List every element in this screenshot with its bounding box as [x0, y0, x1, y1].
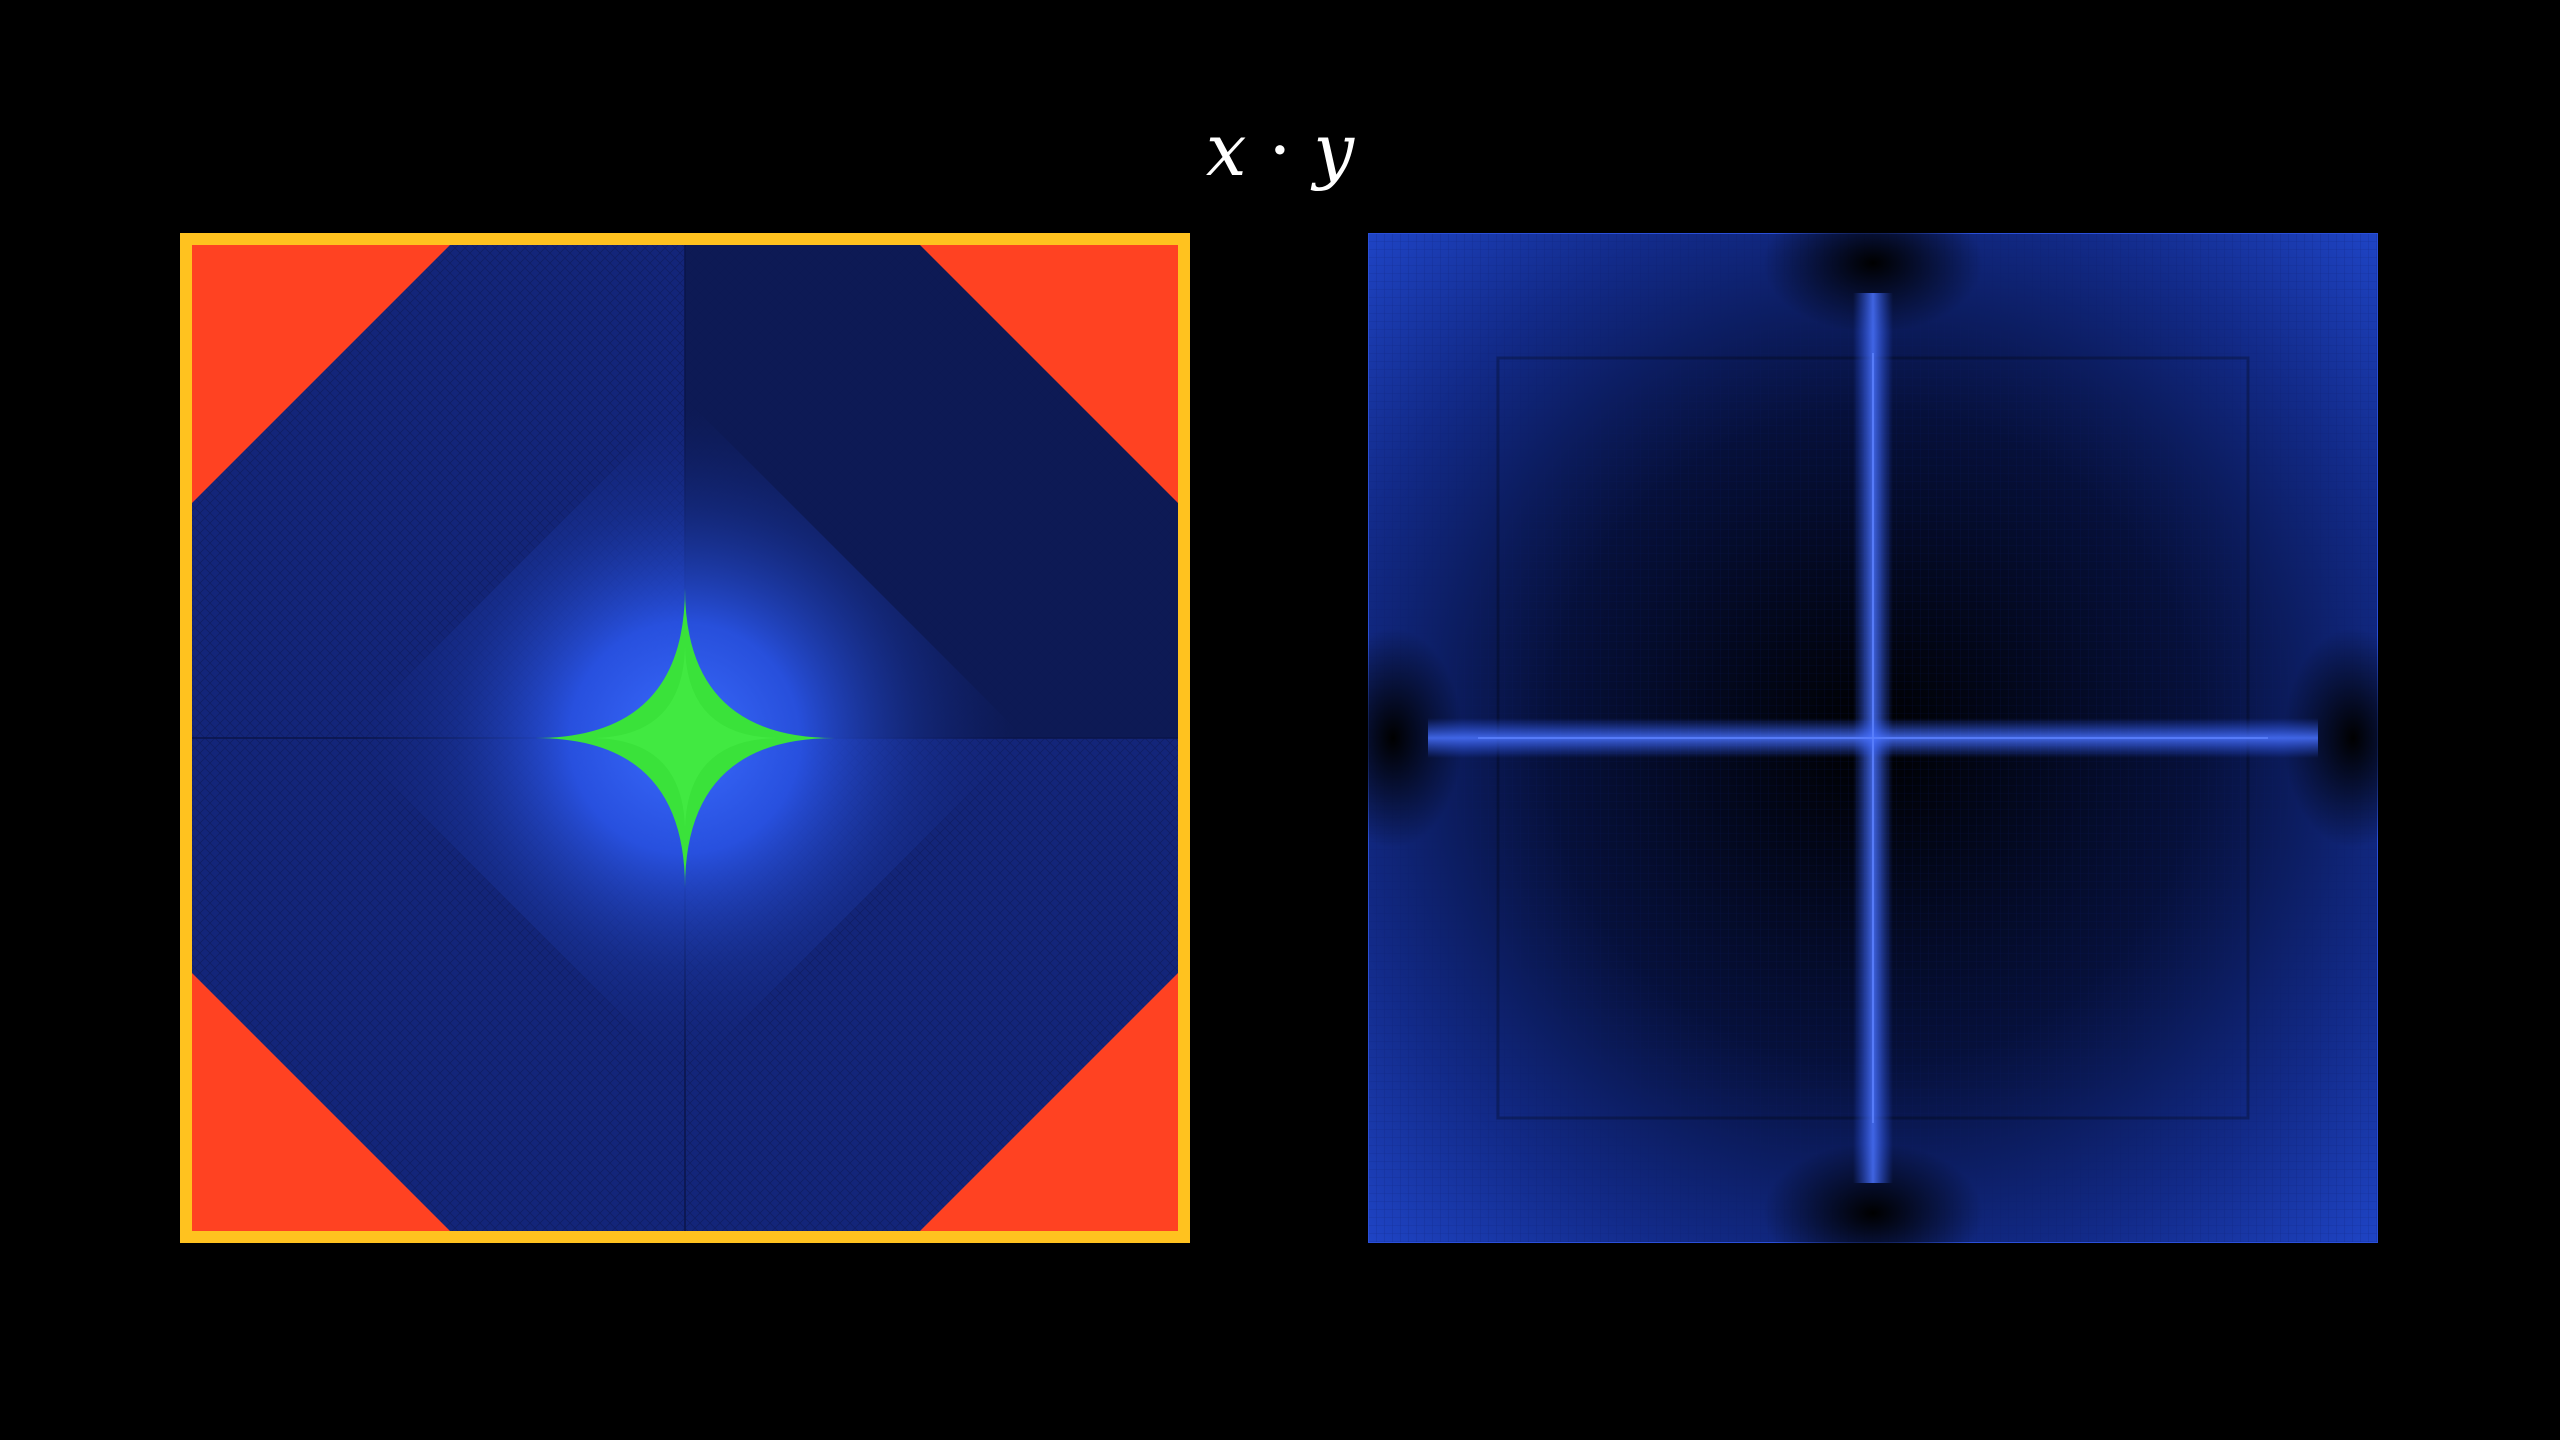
corner-region-bottom-left — [192, 973, 450, 1231]
right-plot-graphic — [1368, 233, 2378, 1243]
dark-spot-top — [1763, 233, 1983, 333]
right-plot-panel — [1368, 233, 2378, 1243]
left-plot-panel — [180, 233, 1190, 1243]
formula-operator: · — [1268, 108, 1292, 192]
corner-region-bottom-right — [920, 973, 1178, 1231]
formula-left-var: x — [1205, 108, 1247, 192]
dark-spot-right — [2283, 628, 2378, 848]
left-plot-graphic — [180, 233, 1190, 1243]
dark-spot-bottom — [1763, 1143, 1983, 1243]
dark-spot-left — [1368, 628, 1463, 848]
formula-right-var: y — [1313, 108, 1355, 192]
corner-region-top-right — [920, 245, 1178, 503]
corner-region-top-left — [192, 245, 450, 503]
formula-title: x · y — [0, 105, 2560, 195]
